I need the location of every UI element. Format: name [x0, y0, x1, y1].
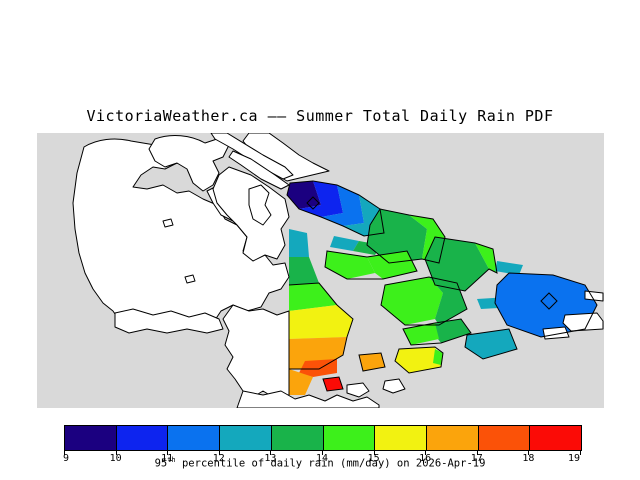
zone-southwest-orange-lower: [289, 369, 313, 395]
zone-outline-nw-strip: [286, 180, 385, 237]
colorbar-label-19: 19: [567, 453, 580, 464]
land-inlet-a: [248, 184, 272, 226]
zone-outline-east-island: [494, 272, 598, 338]
colorbar-segment-11-12[interactable]: [168, 426, 221, 450]
colorbar-label-16: 16: [419, 453, 432, 464]
land-south-peninsula: [222, 304, 290, 398]
zone-outline-southeast-teal: [464, 328, 518, 360]
land-islet-bottom-a: [346, 382, 370, 398]
land-east-tail-b: [562, 312, 604, 332]
land-islet-tiny-a: [162, 218, 174, 228]
colorbar-label-18: 18: [522, 453, 535, 464]
zone-outline-sw-block: [288, 282, 354, 370]
zone-south-islet-yellow: [395, 347, 441, 373]
zone-southwest-lgreen: [289, 283, 337, 311]
coastlines: [72, 133, 604, 408]
zone-lower-green-b: [403, 323, 439, 345]
zone-west-shore-teal: [289, 229, 309, 257]
zone-south-islet-orange: [359, 353, 385, 371]
land-islet-bottom-b: [382, 378, 406, 394]
land-islet-tiny-b: [184, 274, 196, 284]
colorbar-segment-16-17[interactable]: [426, 426, 479, 450]
zone-mid-green-lobe: [381, 277, 443, 325]
zone-south-islet-yellow-edge: [433, 349, 443, 365]
zone-central-islands-lgreen-a: [325, 251, 375, 279]
colorbar-tick-labels: 9 10 11 12 13 14 15 16 17 18 19: [0, 453, 640, 467]
colorbar-label-13: 13: [264, 453, 277, 464]
zone-outline-lower-green: [402, 318, 472, 346]
colorbar-tick-9: [64, 450, 65, 455]
colorbar-caption: 95th percentile of daily rain (mm/day) o…: [0, 456, 640, 470]
caption-superscript: th: [167, 456, 176, 464]
colorbar-segment-15-16[interactable]: [375, 426, 427, 450]
colorbar-tick-10: [115, 450, 117, 455]
colorbar-label-14: 14: [315, 453, 329, 464]
zone-outline-islet-red: [322, 376, 344, 392]
colorbar-area: 9 10 11 12 13 14 15 16 17 18 19: [0, 420, 640, 480]
colorbar-tick-14: [322, 450, 323, 455]
colorbar-label-10: 10: [109, 453, 122, 464]
colorbar-segment-18-19[interactable]: [530, 426, 582, 450]
colorbar-tick-19: [580, 450, 581, 455]
colorbar-tick-11: [167, 450, 169, 455]
colorbar-segment-13-14[interactable]: [271, 426, 324, 450]
zone-northwest-strip-west: [287, 181, 321, 209]
colorbar-ticks: [64, 450, 582, 462]
zone-west-shore-green: [289, 257, 319, 285]
data-zones: [287, 181, 597, 395]
caption-rest: percentile of daily rain (mm/day) on 202…: [175, 457, 486, 470]
colorbar-tick-16: [425, 450, 427, 455]
zone-outline-islet-orange: [358, 352, 386, 372]
caption-prefix: 95: [154, 457, 168, 470]
page-title: VictoriaWeather.ca —— Summer Total Daily…: [86, 107, 554, 125]
colorbar-segment-17-18[interactable]: [478, 426, 531, 450]
colorbar-label-15: 15: [367, 453, 380, 464]
zone-central-islands-green: [425, 237, 489, 291]
colorbar-tick-15: [373, 450, 375, 455]
land-ne-sliver: [228, 150, 290, 190]
land-east-tail-c: [542, 326, 570, 340]
zone-southeast-teal: [465, 329, 517, 359]
colorbar-tick-12: [218, 450, 220, 455]
marker-diamond-small-icon: [306, 196, 320, 210]
land-south-shore: [236, 390, 380, 408]
marker-diamond-icon: [540, 292, 558, 310]
colorbar-label-17: 17: [470, 453, 483, 464]
map-svg: [72, 133, 604, 408]
zone-outline-central-archipelago: [324, 250, 418, 280]
colorbar-segment-14-15[interactable]: [323, 426, 376, 450]
zone-northwest-strip-mid: [299, 181, 343, 217]
colorbar-label-12: 12: [212, 453, 225, 464]
zone-outline-mid-lobe: [380, 276, 468, 326]
colorbar-segment-12-13[interactable]: [220, 426, 272, 450]
colorbar-label-9: 9: [63, 453, 70, 464]
zone-east-channel-teal-a: [495, 261, 523, 275]
zone-outline-islet-yellow: [394, 346, 444, 374]
colorbar-segment-10-11[interactable]: [116, 426, 169, 450]
colorbar-tick-13: [270, 450, 272, 455]
colorbar-tick-17: [476, 450, 478, 455]
map-panel: [37, 133, 604, 408]
colorbar-segment-9-10[interactable]: [65, 426, 117, 450]
zone-southwest-yellow: [289, 305, 353, 339]
zone-northwest-strip-east: [321, 185, 364, 226]
colorbar[interactable]: [64, 425, 582, 451]
colorbar-tick-18: [528, 450, 530, 455]
zone-north-sliver-teal-a: [330, 236, 359, 251]
land-ne-thin-strip: [210, 133, 294, 180]
land-east-tail: [584, 290, 604, 302]
zone-central-islands-lgreen-b: [367, 251, 417, 279]
zone-outline-central-green: [424, 236, 498, 292]
zone-central-islands-lgreen-c: [475, 243, 497, 273]
colorbar-label-11: 11: [161, 453, 174, 464]
zone-south-islet-red: [323, 377, 343, 391]
zone-north-sliver-green-a: [353, 241, 381, 255]
land-central-island: [212, 166, 290, 262]
land-sw-finger: [114, 308, 224, 334]
